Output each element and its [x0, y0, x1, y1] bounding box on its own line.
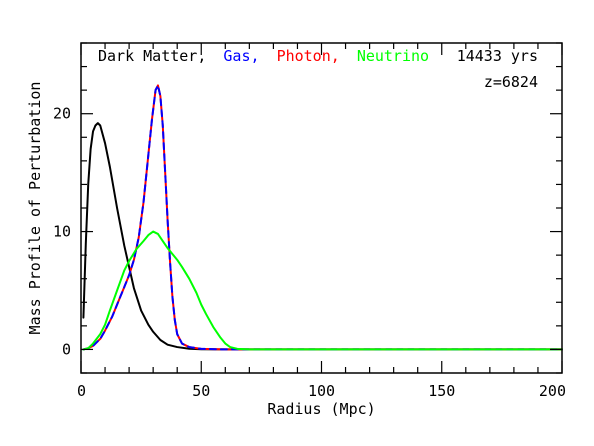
legend: Dark Matter, Gas, Photon, Neutrino	[98, 47, 429, 65]
x-tick-label: 100	[308, 382, 335, 400]
legend-item-neutrino: Neutrino	[357, 47, 429, 65]
legend-item-dark-matter: Dark Matter,	[98, 47, 206, 65]
series-line-neutrino	[82, 230, 563, 351]
y-tick-label: 20	[53, 105, 71, 123]
y-tick-label: 10	[53, 223, 71, 241]
redshift-annotation: z=6824	[484, 73, 538, 91]
tick-labels-layer: 0 50 100 150 200 0 10 20	[53, 105, 566, 400]
legend-item-gas: Gas,	[223, 47, 259, 65]
x-tick-label: 200	[539, 382, 566, 400]
x-tick-label: 0	[77, 382, 86, 400]
x-tick-label: 150	[428, 382, 455, 400]
x-axis-label: Radius (Mpc)	[267, 400, 375, 418]
series-line-dark-matter	[82, 122, 563, 351]
time-annotation: 14433 yrs	[457, 47, 538, 65]
ticks-layer	[80, 42, 563, 374]
series-line-gas	[82, 84, 563, 351]
x-tick-label: 50	[192, 382, 210, 400]
legend-item-photon: Photon,	[277, 47, 340, 65]
series-layer	[82, 84, 563, 351]
y-axis-label: Mass Profile of Perturbation	[26, 82, 44, 335]
y-tick-label: 0	[62, 340, 71, 358]
